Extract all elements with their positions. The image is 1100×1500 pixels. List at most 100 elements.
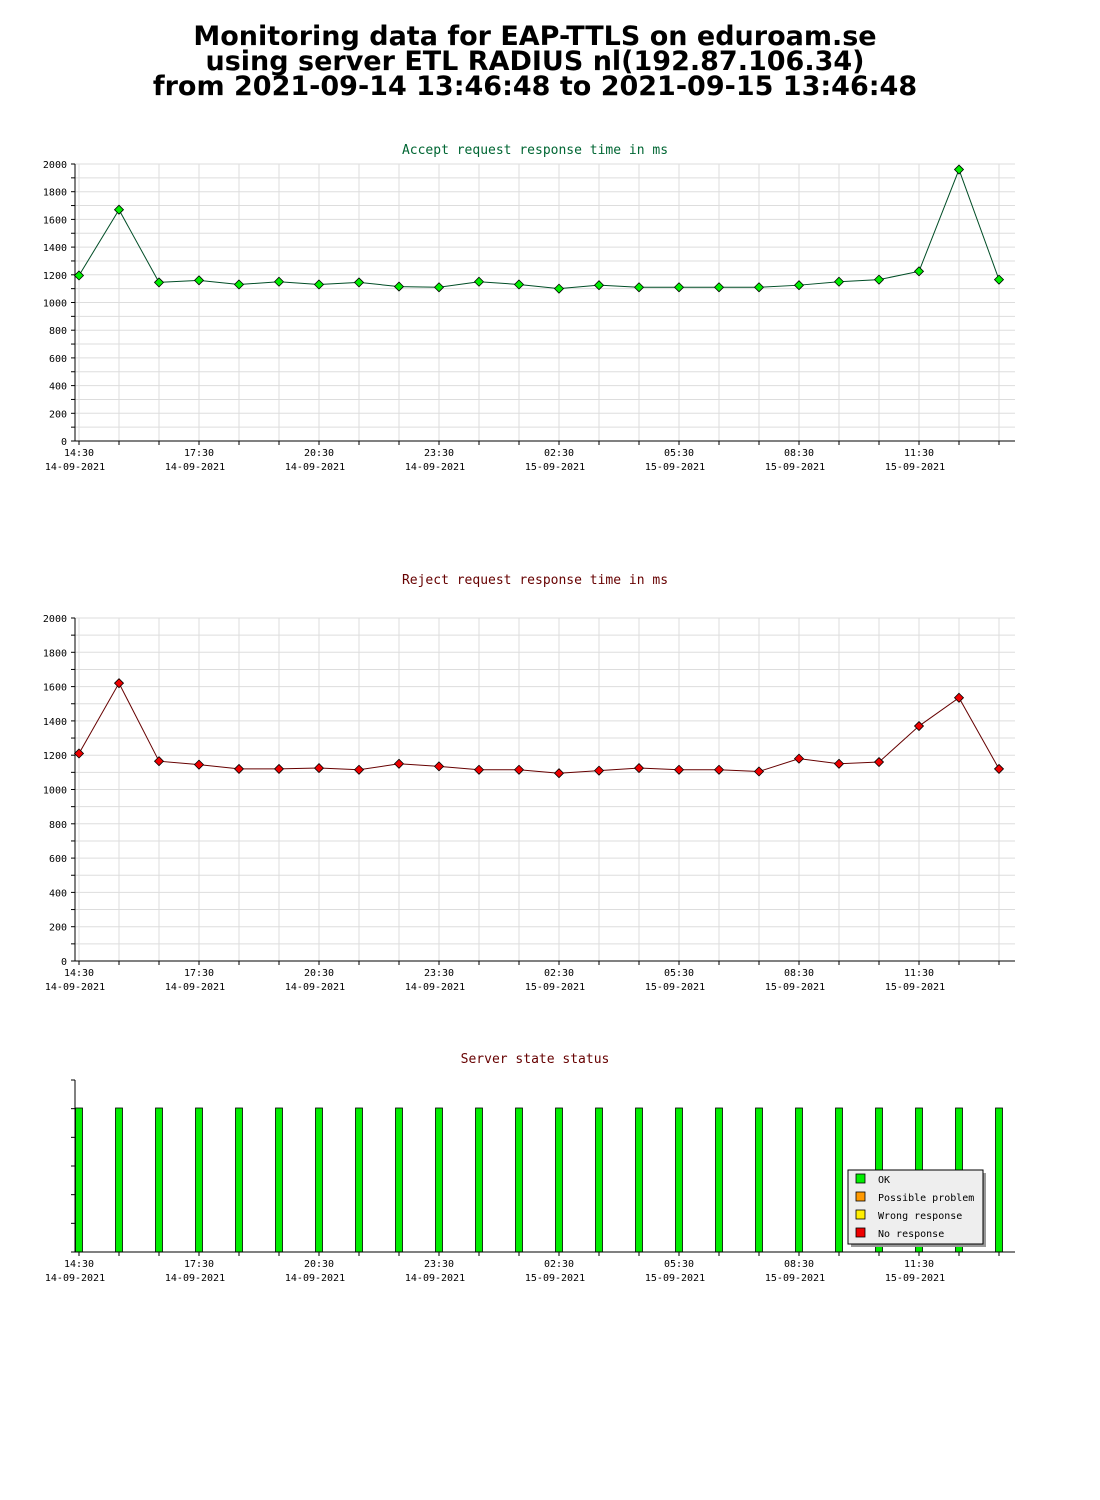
y-tick-label: 1800 xyxy=(43,188,67,199)
data-point xyxy=(753,282,765,293)
x-tick-label-time: 23:30 xyxy=(424,1259,454,1270)
legend-swatch xyxy=(855,1173,866,1184)
x-tick-label-date: 15-09-2021 xyxy=(885,982,945,993)
status-bar xyxy=(835,1107,843,1253)
data-point xyxy=(273,276,285,287)
status-bar xyxy=(395,1107,403,1253)
y-tick-label: 600 xyxy=(49,854,67,865)
x-tick-label-date: 14-09-2021 xyxy=(45,1273,105,1284)
y-tick-label: 800 xyxy=(49,326,67,337)
x-tick-label-time: 02:30 xyxy=(544,1259,574,1270)
x-tick-label-date: 15-09-2021 xyxy=(525,1273,585,1284)
y-tick-label: 400 xyxy=(49,888,67,899)
page-title-line-3: from 2021-09-14 13:46:48 to 2021-09-15 1… xyxy=(152,71,918,102)
y-tick-label: 1200 xyxy=(43,751,67,762)
status-bar xyxy=(235,1107,243,1253)
data-point xyxy=(713,764,725,775)
data-point xyxy=(233,763,245,774)
y-tick-label: 400 xyxy=(49,382,67,393)
x-tick-label-date: 15-09-2021 xyxy=(525,462,585,473)
status-bar xyxy=(115,1107,123,1253)
x-tick-label-time: 20:30 xyxy=(304,448,334,459)
data-point xyxy=(633,282,645,293)
data-point xyxy=(953,164,965,175)
x-tick-label-date: 15-09-2021 xyxy=(645,1273,705,1284)
x-tick-label-date: 14-09-2021 xyxy=(45,982,105,993)
legend-label: Wrong response xyxy=(878,1211,962,1222)
data-point xyxy=(233,279,245,290)
x-tick-label-time: 17:30 xyxy=(184,448,214,459)
data-point xyxy=(273,763,285,774)
data-point xyxy=(313,279,325,290)
status-bar xyxy=(715,1107,723,1253)
x-tick-label-time: 05:30 xyxy=(664,1259,694,1270)
x-tick-label-time: 20:30 xyxy=(304,1259,334,1270)
data-point xyxy=(593,765,605,776)
y-tick-label: 1600 xyxy=(43,683,67,694)
data-point xyxy=(73,270,85,281)
legend-label: No response xyxy=(878,1229,944,1240)
x-tick-label-time: 11:30 xyxy=(904,968,934,979)
x-tick-label-date: 14-09-2021 xyxy=(285,462,345,473)
page-title: Monitoring data for EAP-TTLS on eduroam.… xyxy=(0,21,1070,102)
data-point xyxy=(793,280,805,291)
data-point xyxy=(593,280,605,291)
legend-swatch xyxy=(855,1209,866,1220)
x-tick-label-time: 17:30 xyxy=(184,968,214,979)
status-bar xyxy=(675,1107,683,1253)
legend-swatch xyxy=(855,1191,866,1202)
data-point xyxy=(753,766,765,777)
x-tick-label-date: 14-09-2021 xyxy=(165,982,225,993)
data-point xyxy=(393,758,405,769)
data-point xyxy=(913,720,925,732)
status-bar xyxy=(555,1107,563,1253)
x-tick-label-date: 15-09-2021 xyxy=(885,462,945,473)
status-bar xyxy=(635,1107,643,1253)
data-point xyxy=(953,692,965,703)
data-point xyxy=(873,274,885,285)
chart-title: Reject request response time in ms xyxy=(402,573,668,588)
page-title-line-2: using server ETL RADIUS nl(192.87.106.34… xyxy=(205,46,865,77)
x-tick-label-time: 02:30 xyxy=(544,448,574,459)
data-point xyxy=(113,678,125,689)
x-tick-label-time: 02:30 xyxy=(544,968,574,979)
page-title-line-1: Monitoring data for EAP-TTLS on eduroam.… xyxy=(193,21,877,52)
data-point xyxy=(353,277,365,288)
x-tick-label-date: 15-09-2021 xyxy=(525,982,585,993)
x-tick-label-date: 14-09-2021 xyxy=(405,462,465,473)
data-point xyxy=(833,758,845,769)
x-tick-label-time: 17:30 xyxy=(184,1259,214,1270)
data-point xyxy=(553,768,565,779)
data-point xyxy=(393,281,405,292)
data-point xyxy=(113,204,125,215)
data-point xyxy=(553,283,565,294)
x-tick-label-time: 08:30 xyxy=(784,448,814,459)
accept-response-time-chart: Accept request response time in ms 0 200 40… xyxy=(43,143,1015,473)
status-bar xyxy=(155,1107,163,1253)
data-point xyxy=(993,274,1005,285)
y-tick-label: 2000 xyxy=(43,614,67,625)
data-point xyxy=(513,764,525,775)
y-tick-label: 200 xyxy=(49,923,67,934)
x-tick-label-date: 14-09-2021 xyxy=(405,982,465,993)
data-point xyxy=(193,759,205,770)
x-tick-label-time: 05:30 xyxy=(664,448,694,459)
x-tick-label-time: 11:30 xyxy=(904,448,934,459)
x-tick-label-time: 08:30 xyxy=(784,968,814,979)
x-tick-label-time: 23:30 xyxy=(424,448,454,459)
data-point xyxy=(73,748,85,759)
x-tick-label-time: 08:30 xyxy=(784,1259,814,1270)
status-bar xyxy=(435,1107,443,1253)
x-tick-label-date: 15-09-2021 xyxy=(645,982,705,993)
data-point xyxy=(673,282,685,293)
data-point xyxy=(473,764,485,775)
y-tick-label: 200 xyxy=(49,409,67,420)
data-point xyxy=(513,279,525,290)
data-point xyxy=(673,764,685,775)
y-tick-label: 600 xyxy=(49,354,67,365)
x-tick-label-date: 15-09-2021 xyxy=(885,1273,945,1284)
data-point xyxy=(153,756,165,767)
data-point xyxy=(353,764,365,775)
x-tick-label-date: 14-09-2021 xyxy=(165,1273,225,1284)
status-bar xyxy=(995,1107,1003,1253)
